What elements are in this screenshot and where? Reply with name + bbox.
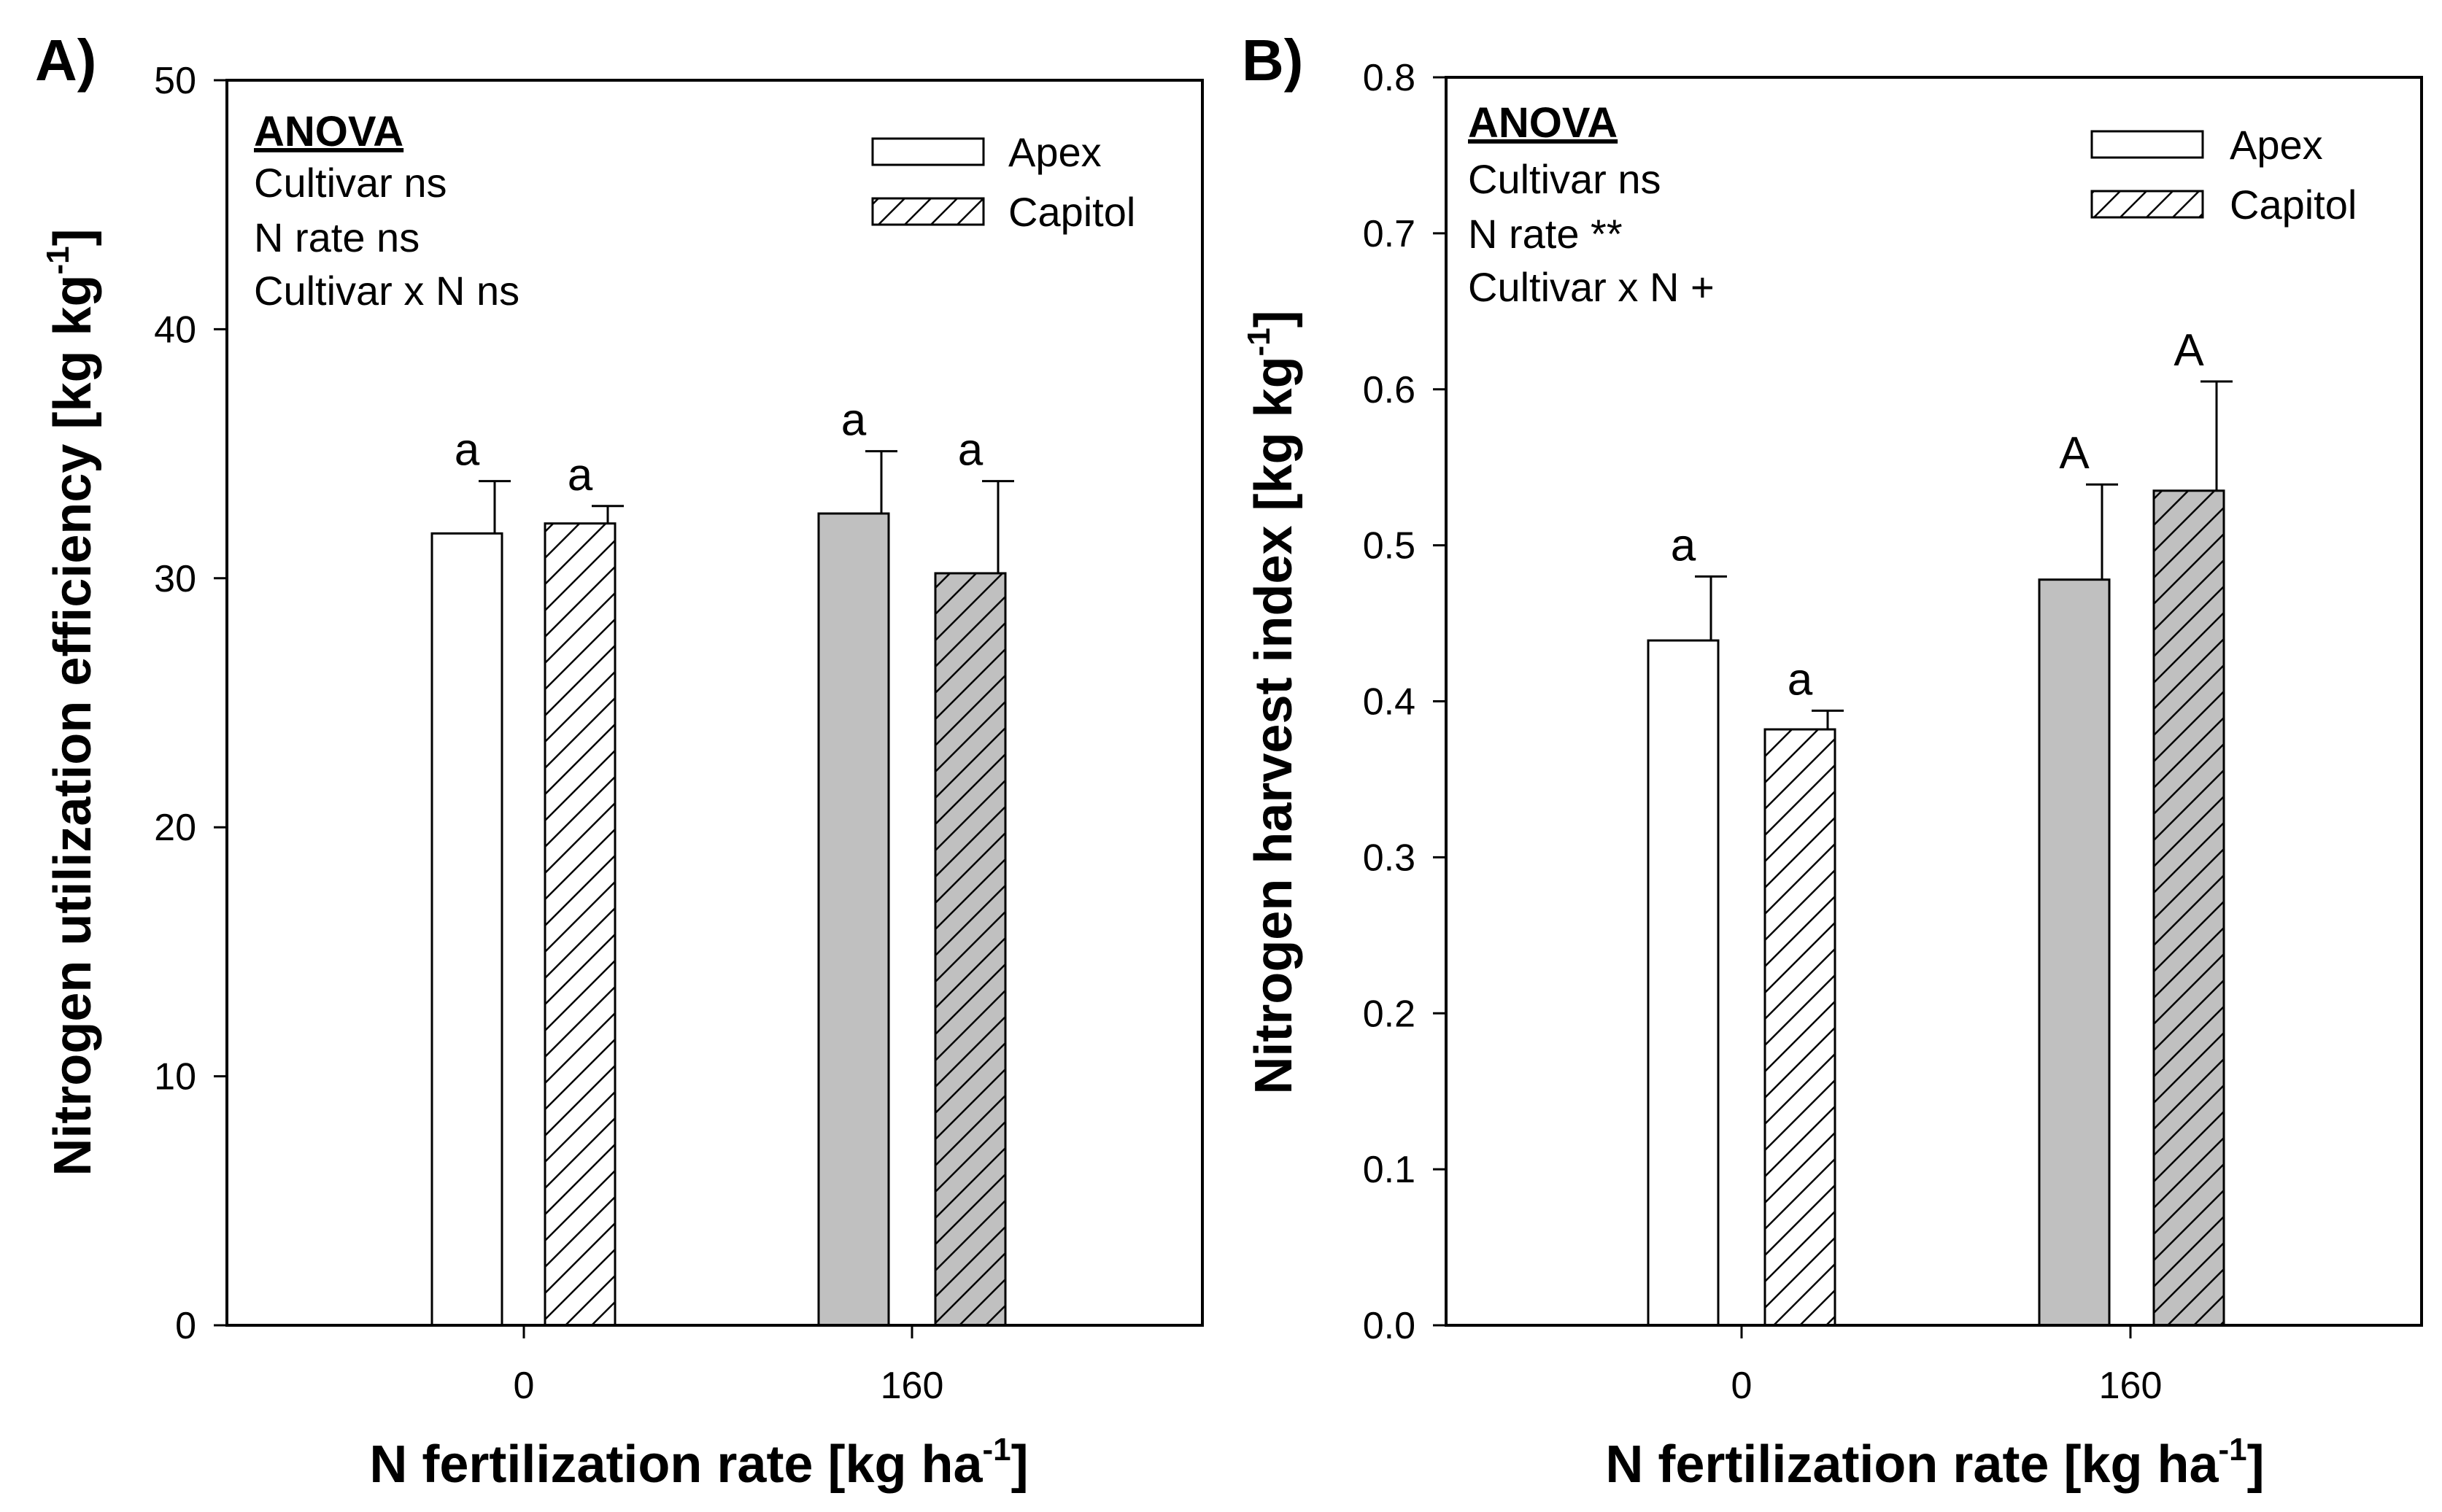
panel-a-xtick-labels: 0 160: [514, 1365, 944, 1407]
panel-a: A) 0 10 20 30 40 50 a a a a 0 160 ANOVA Cultivar …: [35, 28, 1204, 1494]
panel-b-bar-apex-160: [2038, 578, 2111, 1327]
panel-a-bar-capitol-0: [544, 522, 617, 1327]
panel-a-bar-apex-160: [817, 512, 890, 1327]
panel-b-legend: Apex Capitol: [2090, 122, 2357, 228]
panel-b-letter-capitol-0: a: [1788, 654, 1813, 705]
panel-b-ytick-label: 0.1: [1363, 1149, 1415, 1191]
panel-b-ytick-label: 0.4: [1363, 681, 1415, 724]
panel-b-ytick-label: 0.0: [1363, 1305, 1415, 1347]
panel-a-xtick-label: 0: [514, 1365, 535, 1407]
panel-a-y-axis-title: Nitrogen utilization efficiency [kg kg-1…: [40, 228, 102, 1176]
panel-b-legend-swatch-capitol: [2090, 190, 2204, 219]
panel-b-ytick-labels: 0.0 0.1 0.2 0.3 0.4 0.5 0.6 0.7 0.8: [1363, 57, 1415, 1347]
panel-b-significance-letters: a Aa A: [1671, 325, 2205, 705]
panel-b-letter-apex-160: A: [2059, 428, 2090, 478]
panel-a-xtick-label: 160: [881, 1365, 944, 1407]
panel-a-ytick-labels: 0 10 20 30 40 50: [154, 60, 196, 1347]
panel-b-bar-capitol-160: [2152, 489, 2225, 1327]
panel-a-errorbars: [479, 450, 1014, 573]
panel-a-ytick-label: 10: [154, 1056, 196, 1098]
panel-b-xtick-label: 0: [1731, 1365, 1753, 1407]
panel-b-legend-apex: Apex: [2230, 122, 2323, 168]
panel-a-letter-capitol-160: a: [958, 425, 984, 476]
panel-b-plot-frame: [1445, 76, 2423, 1327]
panel-a-legend-swatch-apex: [871, 137, 985, 166]
panel-a-x-axis-title: N fertilization rate [kg ha-1]: [369, 1432, 1028, 1494]
panel-a-anova-cultivar: Cultivar ns: [254, 160, 447, 206]
panel-a-bars: [430, 512, 1007, 1327]
panel-a-significance-letters: a a a a: [455, 395, 984, 500]
panel-b-anova-cultivar: Cultivar ns: [1468, 156, 1661, 202]
panel-b-ytick-label: 0.6: [1363, 369, 1415, 411]
panel-a-legend: Apex Capitol: [871, 129, 1135, 235]
panel-b-legend-capitol: Capitol: [2230, 182, 2357, 228]
panel-b-anova-nrate: N rate **: [1468, 211, 1623, 257]
panel-a-label: A): [35, 28, 96, 93]
panel-a-ytick-label: 50: [154, 60, 196, 102]
panel-a-legend-capitol: Capitol: [1008, 189, 1135, 235]
panel-b-bars: [1647, 489, 2225, 1327]
panel-b-y-axis-title: Nitrogen harvest index [kg kg-1]: [1241, 310, 1303, 1094]
panel-b-xtick-label: 160: [2099, 1365, 2163, 1407]
panel-a-anova-nrate: N rate ns: [254, 214, 420, 260]
panel-a-bar-capitol-160: [934, 572, 1007, 1327]
panel-a-ytick-label: 20: [154, 807, 196, 849]
panel-a-ytick-label: 0: [175, 1305, 196, 1347]
panel-b-ytick-label: 0.5: [1363, 525, 1415, 567]
panel-a-ytick-label: 30: [154, 558, 196, 600]
panel-b-x-axis-title: N fertilization rate [kg ha-1]: [1605, 1432, 2264, 1494]
panel-a-legend-swatch-capitol: [871, 197, 985, 226]
panel-b-ytick-label: 0.3: [1363, 837, 1415, 879]
panel-a-bar-apex-0: [430, 532, 503, 1327]
panel-b-ytick-label: 0.2: [1363, 993, 1415, 1035]
panel-b-anova-box: ANOVA Cultivar ns N rate ** Cultivar x N…: [1468, 99, 1715, 310]
panel-a-anova-box: ANOVA Cultivar ns N rate ns Cultivar x N…: [254, 108, 519, 314]
panel-a-ytick-label: 40: [154, 309, 196, 351]
panel-a-legend-apex: Apex: [1008, 129, 1102, 175]
panel-b-bar-capitol-0: [1763, 728, 1836, 1327]
panel-b-ytick-label: 0.8: [1363, 57, 1415, 99]
panel-b-ytick-label: 0.7: [1363, 213, 1415, 255]
panel-b: B) 0.0 0.1 0.2 0.3 0.4 0.5 0.6 0.7 0.8 a Aa A 0 160…: [1241, 28, 2423, 1494]
panel-b-xtick-labels: 0 160: [1731, 1365, 2163, 1407]
panel-b-letter-apex-0: a: [1671, 520, 1696, 570]
panel-b-anova-interaction: Cultivar x N +: [1468, 264, 1715, 310]
panel-b-legend-swatch-apex: [2090, 130, 2204, 159]
panel-b-errorbars: [1695, 380, 2233, 729]
panel-b-ticks: [1433, 76, 2132, 1338]
panel-b-letter-capitol-160: A: [2174, 325, 2204, 376]
panel-b-label: B): [1242, 28, 1303, 93]
panel-a-letter-apex-160: a: [841, 395, 867, 446]
panel-a-letter-apex-0: a: [455, 425, 480, 476]
panel-b-bar-apex-0: [1647, 639, 1720, 1327]
panel-a-anova-title: ANOVA: [254, 108, 403, 155]
panel-a-letter-capitol-0: a: [568, 450, 593, 500]
panel-a-plot-frame: [225, 79, 1204, 1327]
panel-b-anova-title: ANOVA: [1468, 99, 1618, 147]
panel-a-ticks: [214, 79, 913, 1338]
panel-a-anova-interaction: Cultivar x N ns: [254, 268, 519, 314]
